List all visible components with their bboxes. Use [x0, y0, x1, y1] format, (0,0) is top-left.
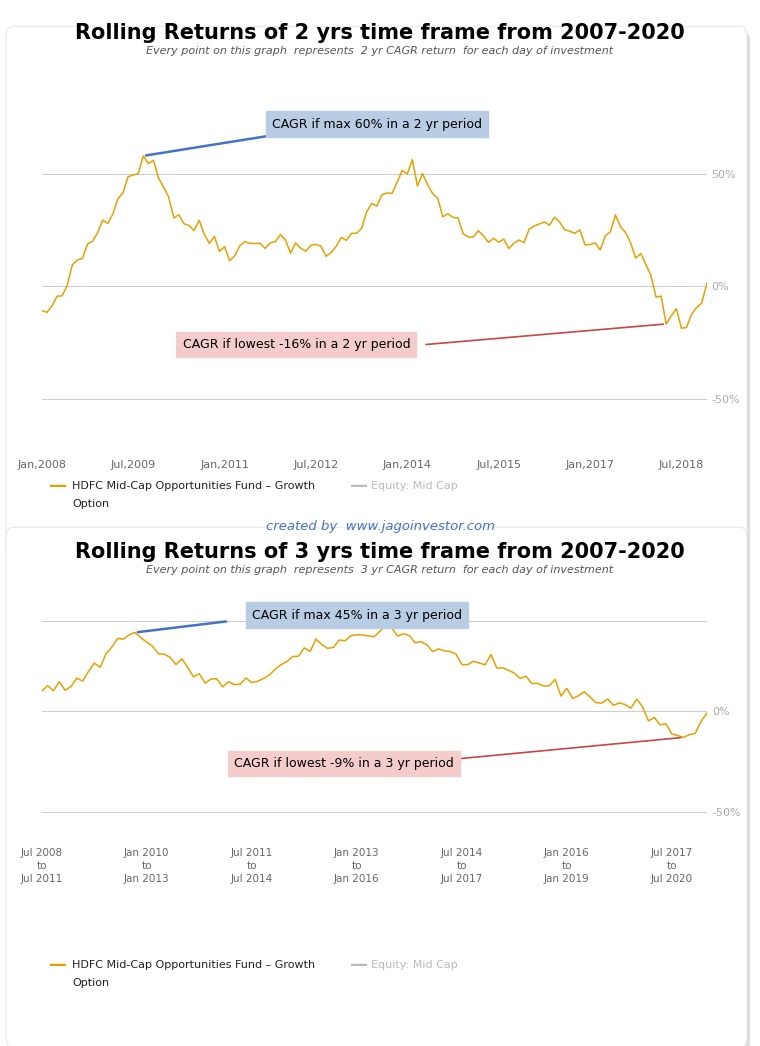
Text: Every point on this graph  represents  3 yr CAGR return  for each day of investm: Every point on this graph represents 3 y… — [147, 565, 613, 575]
Text: —: — — [350, 956, 368, 975]
Text: CAGR if max 45% in a 3 yr period: CAGR if max 45% in a 3 yr period — [252, 609, 462, 621]
Text: Equity: Mid Cap: Equity: Mid Cap — [371, 960, 458, 971]
Text: —: — — [49, 477, 68, 496]
Text: Option: Option — [72, 499, 109, 509]
Text: —: — — [49, 956, 68, 975]
Text: Option: Option — [72, 978, 109, 988]
Text: Every point on this graph  represents  2 yr CAGR return  for each day of investm: Every point on this graph represents 2 y… — [147, 46, 613, 56]
Text: created by  www.jagoinvestor.com: created by www.jagoinvestor.com — [265, 520, 495, 532]
Text: Rolling Returns of 2 yrs time frame from 2007-2020: Rolling Returns of 2 yrs time frame from… — [75, 23, 685, 43]
Text: HDFC Mid-Cap Opportunities Fund – Growth: HDFC Mid-Cap Opportunities Fund – Growth — [72, 960, 315, 971]
Text: —: — — [350, 477, 368, 496]
Text: HDFC Mid-Cap Opportunities Fund – Growth: HDFC Mid-Cap Opportunities Fund – Growth — [72, 481, 315, 492]
Text: Rolling Returns of 3 yrs time frame from 2007-2020: Rolling Returns of 3 yrs time frame from… — [75, 542, 685, 562]
Text: CAGR if lowest -16% in a 2 yr period: CAGR if lowest -16% in a 2 yr period — [182, 338, 410, 351]
Text: CAGR if lowest -9% in a 3 yr period: CAGR if lowest -9% in a 3 yr period — [234, 757, 454, 770]
Text: Equity: Mid Cap: Equity: Mid Cap — [371, 481, 458, 492]
Text: CAGR if max 60% in a 2 yr period: CAGR if max 60% in a 2 yr period — [272, 118, 482, 131]
